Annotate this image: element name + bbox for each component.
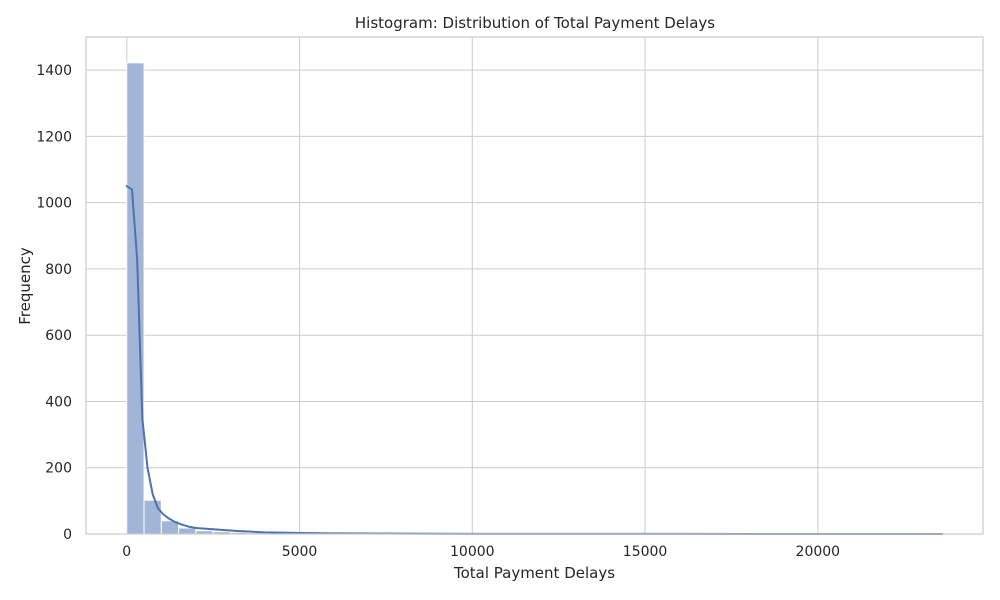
x-tick-label: 0 <box>122 544 131 560</box>
plot-background <box>86 37 983 534</box>
histogram-bar <box>178 527 197 535</box>
x-tick-label: 15000 <box>623 544 668 560</box>
y-tick-label: 1200 <box>36 129 72 145</box>
y-tick-label: 800 <box>45 262 72 278</box>
x-tick-labels: 0 5000 10000 15000 20000 <box>122 544 840 560</box>
x-tick-label: 5000 <box>282 544 318 560</box>
y-tick-label: 400 <box>45 394 72 410</box>
histogram-bar <box>143 499 162 535</box>
y-tick-label: 0 <box>63 527 72 543</box>
plot-frame <box>85 36 984 535</box>
y-axis-label: Frequency <box>16 247 34 325</box>
y-tick-label: 1000 <box>36 196 72 212</box>
y-tick-label: 200 <box>45 461 72 477</box>
chart-title: Histogram: Distribution of Total Payment… <box>354 14 716 32</box>
histogram-bar <box>126 62 145 535</box>
x-tick-label: 20000 <box>796 544 841 560</box>
x-tick-label: 10000 <box>450 544 495 560</box>
grid-lines <box>86 37 983 535</box>
x-axis-label: Total Payment Delays <box>453 564 616 582</box>
y-tick-labels: 0 200 400 600 800 1000 1200 1400 <box>36 63 72 543</box>
y-tick-label: 600 <box>45 328 72 344</box>
y-tick-label: 1400 <box>36 63 72 79</box>
